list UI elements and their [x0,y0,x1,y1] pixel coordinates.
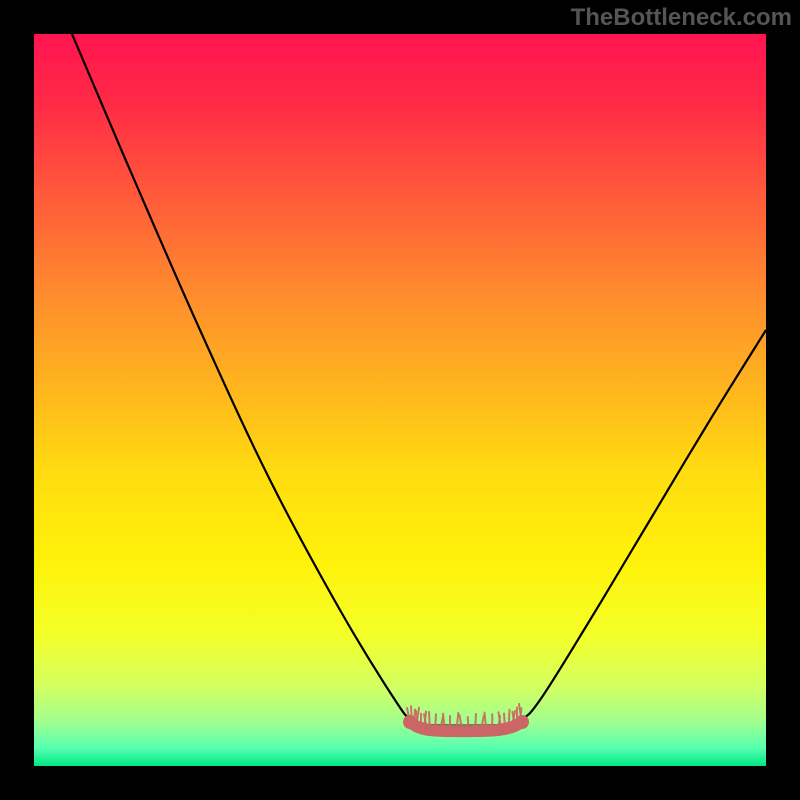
valley-bristle [509,710,510,724]
watermark-text: TheBottleneck.com [571,4,792,32]
valley-bristle [504,714,505,725]
valley-marker-end [515,715,529,729]
valley-bristle [443,714,444,727]
valley-bristle [468,717,469,727]
valley-bristle [513,712,514,722]
chart-stage: TheBottleneck.com [0,0,800,800]
valley-bristle [475,714,476,727]
plot-background [34,34,766,766]
valley-bristle [485,713,486,727]
valley-bristle [457,713,458,727]
plot-area [34,34,766,766]
valley-marker-start [403,715,417,729]
valley-bristle [429,712,430,726]
valley-bristle [435,714,436,726]
plot-svg [34,34,766,766]
